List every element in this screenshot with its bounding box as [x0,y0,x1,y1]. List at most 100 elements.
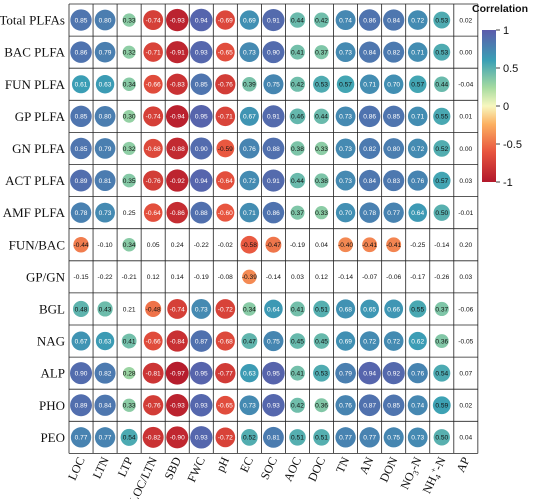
correlation-circle [336,75,355,94]
cell-value: 0.43 [99,306,112,313]
cell-value: -0.22 [98,274,113,281]
cell-value: 0.00 [459,146,472,153]
correlation-circle [122,398,136,412]
correlation-circle [122,77,136,92]
cell-value: -0.91 [170,49,185,56]
cell-value: 0.33 [123,17,136,24]
correlation-circle [433,107,451,125]
correlation-circle [239,395,260,416]
correlation-circle [290,301,305,317]
correlation-circle [122,237,136,252]
correlation-circle [165,361,189,385]
correlation-circle [242,269,257,285]
cell-value: 0.77 [75,435,88,442]
correlation-circle [167,298,188,319]
correlation-circle [383,202,404,223]
correlation-circle [94,105,116,127]
correlation-circle [166,41,189,64]
correlation-circle [215,42,235,62]
cell-value: -0.94 [170,114,185,121]
column-label: LTN [90,454,112,480]
cell-value: 0.94 [363,370,376,377]
cell-value: -0.84 [170,338,185,345]
correlation-circle [383,74,404,94]
cell-value: 0.61 [75,82,88,89]
correlation-circle [335,106,356,127]
row-label: NAG [37,334,65,349]
cell-value: 0.83 [387,178,400,185]
correlation-circle [335,331,356,351]
cell-value: -0.81 [146,370,161,377]
cell-value: 0.28 [123,370,136,377]
correlation-circle [70,105,92,128]
cell-value: 0.92 [387,370,400,377]
correlation-circle [314,45,329,60]
correlation-circle [290,141,305,156]
grid [68,3,479,454]
cell-value: -0.83 [170,82,185,89]
correlation-circle [239,10,260,30]
cell-value: 0.12 [147,274,160,281]
correlation-circle [263,74,284,95]
cell-value: 0.63 [99,82,112,89]
correlation-circle [143,138,163,159]
cell-value: 0.65 [363,306,376,313]
cell-value: 0.69 [243,17,256,24]
correlation-circle [262,426,284,448]
cell-value: -0.86 [170,210,185,217]
correlation-circle [313,333,330,349]
correlation-circle [191,299,212,319]
correlation-circle [360,299,379,319]
cell-value: 0.20 [459,242,472,249]
correlation-circle [143,106,164,127]
correlation-circle [166,330,188,352]
correlation-circle [262,169,285,192]
cell-value: 0.33 [123,403,136,410]
cell-value: -0.92 [170,178,185,185]
cell-value: 0.69 [339,338,352,345]
cell-value: 0.63 [99,338,112,345]
correlation-circle [335,10,356,31]
correlation-circle [314,141,329,156]
correlation-circle [94,362,116,384]
cell-value: -0.48 [146,306,161,313]
cell-value: -0.41 [362,242,377,249]
cell-value: 0.04 [459,435,472,442]
correlation-circle [407,10,428,30]
correlation-circle [262,201,285,224]
cell-value: 0.14 [171,274,184,281]
correlation-circle [407,106,428,127]
cell-value: -0.72 [218,306,233,313]
cell-value: -0.64 [218,178,233,185]
cell-value: -0.21 [122,274,137,281]
cell-value: 0.48 [75,306,88,313]
colorbar-gradient [482,30,496,182]
cell-value: 0.37 [435,306,448,313]
cell-value: 0.77 [387,210,400,217]
column-label: EC [237,455,256,475]
correlation-circle [290,44,305,60]
correlation-circle [70,202,92,223]
correlation-circle [215,395,235,415]
cell-value: 0.78 [75,210,88,217]
correlation-circle [434,334,449,349]
correlation-circle [143,74,163,94]
correlation-circle [239,202,260,223]
cell-value: -0.76 [218,82,233,89]
correlation-circle [314,12,330,28]
correlation-circle [434,301,449,317]
correlation-circle [262,41,285,64]
cell-value: 0.76 [339,403,352,410]
cell-value: 0.00 [459,49,472,56]
row-label: GP PLFA [15,109,66,124]
cell-value: -0.76 [146,403,161,410]
correlation-circle [407,42,428,62]
column-label: AN [356,454,376,476]
cell-value: 0.54 [435,370,448,377]
cell-value: -0.14 [338,274,353,281]
cell-value: 0.88 [267,146,280,153]
row-labels: Total PLFAs BAC PLFA FUN PLFA GP PLFA GN PLF… [0,13,66,445]
cell-value: 0.75 [267,82,280,89]
correlation-circle [382,394,405,416]
